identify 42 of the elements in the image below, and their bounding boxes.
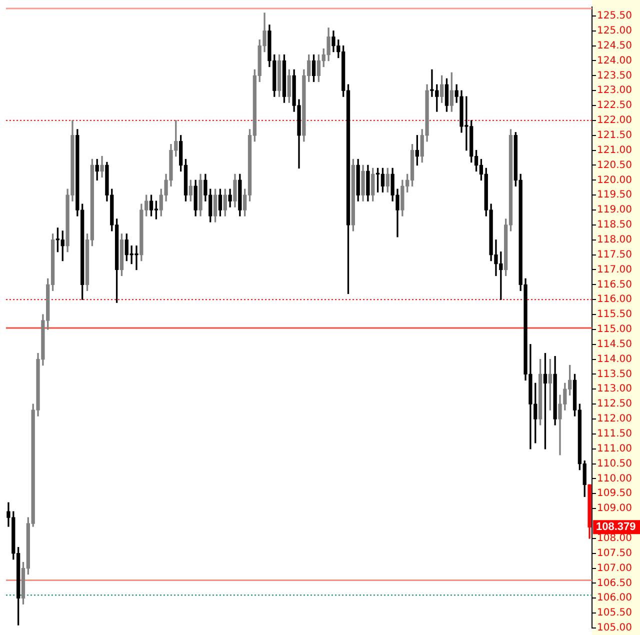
y-tick-label: 120.50: [597, 160, 632, 171]
y-tick-label: 123.00: [597, 85, 632, 96]
y-tick-label: 119.50: [597, 190, 632, 201]
y-tick-label: 114.50: [597, 338, 632, 350]
y-tick-label: 123.50: [597, 70, 632, 82]
y-tick-label: 112.00: [597, 414, 632, 425]
y-tick-label: 117.00: [597, 264, 632, 276]
y-tick-label: 122.00: [597, 115, 632, 126]
y-tick-label: 105.00: [597, 622, 632, 634]
y-tick-label: 124.00: [597, 55, 632, 66]
y-tick-label: 113.50: [597, 368, 632, 380]
y-tick-label: 109.00: [597, 503, 632, 514]
y-tick-label: 122.50: [597, 100, 632, 112]
y-tick-label: 125.00: [597, 25, 632, 36]
y-tick-label: 113.00: [597, 384, 632, 395]
y-tick-label: 107.50: [597, 548, 632, 559]
y-tick-label: 106.00: [597, 592, 632, 604]
y-tick-label: 124.50: [597, 40, 632, 52]
y-tick-label: 112.50: [597, 398, 632, 410]
y-tick-label: 118.50: [597, 220, 632, 231]
y-tick-label: 109.50: [597, 488, 632, 500]
y-tick-label: 115.00: [597, 324, 632, 336]
y-tick-label: 120.00: [597, 174, 632, 186]
y-tick-label: 105.50: [597, 608, 632, 619]
y-tick-label: 121.50: [597, 130, 632, 141]
text: 108.379: [596, 521, 636, 534]
y-tick-label: 114.00: [597, 354, 632, 365]
y-tick-label: 106.50: [597, 578, 632, 589]
y-tick-label: 115.50: [597, 309, 632, 320]
y-tick-label: 117.50: [597, 249, 632, 260]
y-tick-label: 110.50: [597, 458, 632, 470]
y-tick-label: 118.00: [597, 234, 632, 246]
y-tick-label: 116.00: [597, 294, 632, 306]
y-tick-label: 125.50: [597, 10, 632, 22]
y-tick-label: 121.00: [597, 144, 632, 156]
y-tick-label: 107.00: [597, 562, 632, 574]
y-tick-label: 111.50: [597, 428, 632, 440]
y-tick-label: 119.00: [597, 204, 632, 216]
y-tick-label: 116.50: [597, 279, 632, 290]
y-tick-label: 110.00: [597, 473, 632, 484]
y-tick-label: 111.00: [597, 443, 632, 454]
y-tick-label: 108.00: [597, 533, 632, 544]
